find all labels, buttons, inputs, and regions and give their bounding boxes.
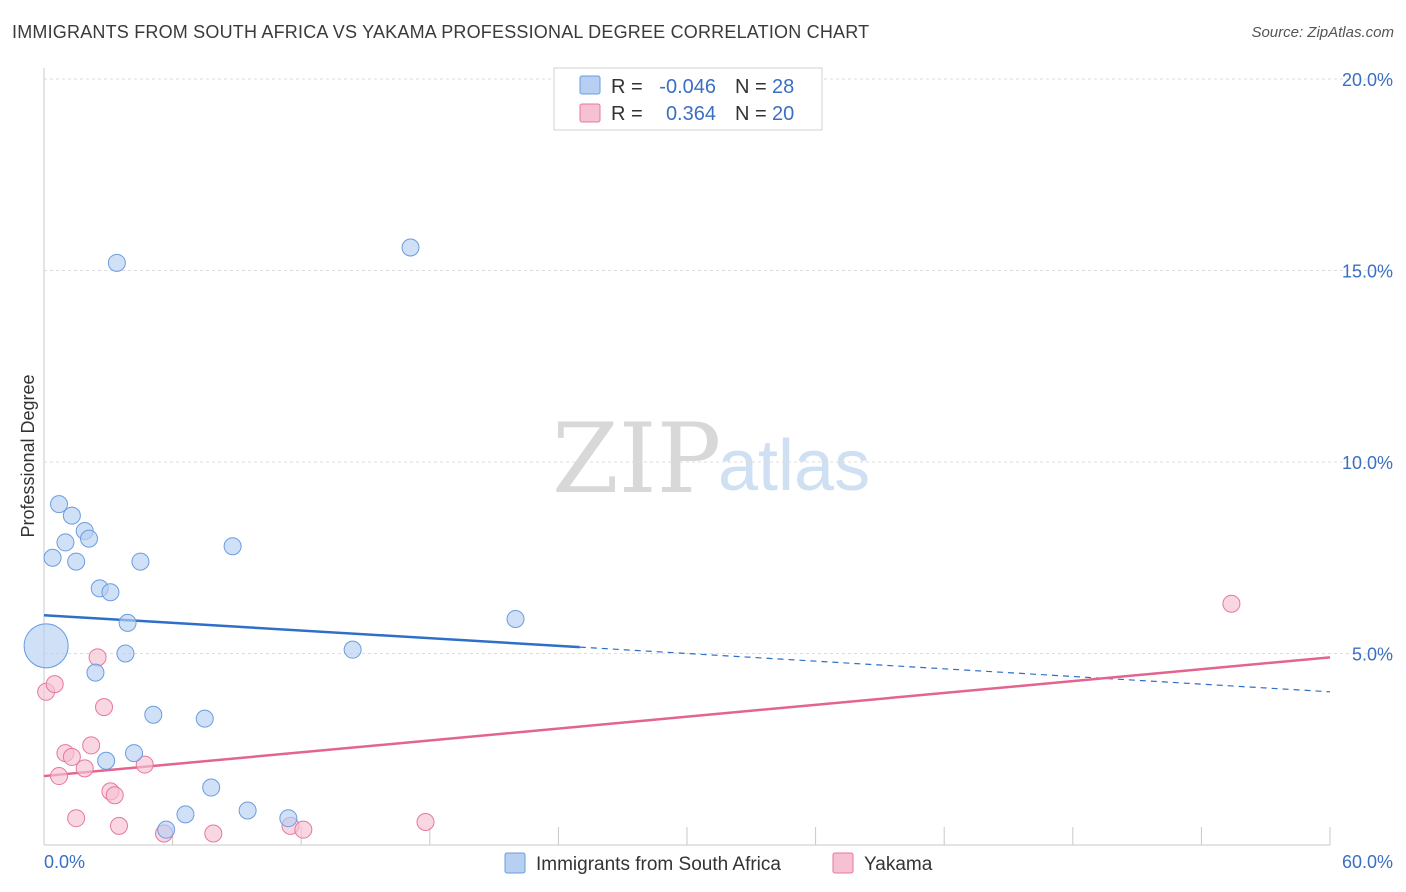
y-tick-labels: 5.0% 10.0% 15.0% 20.0% — [1342, 70, 1393, 665]
data-point-series-1 — [506, 610, 525, 629]
legend-n-label-1: N = — [735, 76, 767, 98]
chart-title: IMMIGRANTS FROM SOUTH AFRICA VS YAKAMA P… — [12, 22, 870, 42]
data-point-series-2 — [67, 809, 86, 828]
data-point-series-1 — [97, 751, 116, 770]
legend-n-value-2: 20 — [772, 103, 794, 125]
series-legend: Immigrants from South Africa Yakama — [504, 852, 933, 875]
trend-line-series-1-extension — [579, 646, 1331, 693]
data-point-series-1 — [195, 709, 214, 728]
trend-line-series-2 — [43, 656, 1331, 778]
data-point-series-1 — [202, 778, 221, 797]
data-point-series-1 — [67, 552, 86, 571]
legend-swatch-series-2 — [579, 103, 601, 123]
series-legend-label-2: Yakama — [864, 854, 933, 875]
series-legend-swatch-1 — [504, 852, 526, 874]
data-point-series-2 — [110, 816, 129, 835]
data-point-series-1 — [118, 613, 137, 632]
data-point-series-1 — [176, 805, 195, 824]
watermark-atlas: atlas — [718, 426, 870, 506]
data-point-series-1 — [107, 253, 126, 272]
x-tick-label-end: 60.0% — [1342, 852, 1393, 872]
legend-n-value-1: 28 — [772, 76, 794, 98]
data-point-series-2 — [95, 698, 114, 717]
x-tick-label-start: 0.0% — [44, 852, 85, 872]
y-tick-label: 15.0% — [1342, 262, 1393, 282]
data-point-series-1 — [62, 506, 81, 525]
data-point-series-2 — [204, 824, 223, 843]
legend-n-label-2: N = — [735, 103, 767, 125]
data-point-series-1 — [80, 529, 99, 548]
data-point-series-1 — [223, 537, 242, 556]
y-tick-label: 10.0% — [1342, 453, 1393, 473]
watermark: ZIP atlas — [552, 403, 870, 515]
source-label: Source: ZipAtlas.com — [1251, 24, 1394, 41]
legend-r-label-1: R = — [611, 76, 643, 98]
data-point-series-1 — [50, 495, 69, 514]
scatter-points — [23, 238, 1241, 843]
y-tick-label: 20.0% — [1342, 70, 1393, 90]
data-point-series-2 — [135, 755, 154, 774]
data-point-series-2 — [62, 747, 81, 766]
legend-r-value-1: -0.046 — [659, 76, 716, 98]
y-axis-label: Professional Degree — [18, 374, 38, 537]
data-point-series-2 — [45, 675, 64, 694]
data-point-series-1 — [144, 705, 163, 724]
data-point-series-1 — [131, 552, 150, 571]
data-point-series-1 — [279, 809, 298, 828]
data-point-series-1 — [157, 820, 176, 839]
x-axis-ticks — [172, 827, 1331, 845]
series-legend-label-1: Immigrants from South Africa — [536, 854, 781, 875]
stats-legend: R = -0.046 N = 28 R = 0.364 N = 20 — [553, 67, 823, 131]
series-legend-swatch-2 — [832, 852, 854, 874]
data-point-series-2 — [1222, 594, 1241, 613]
legend-swatch-series-1 — [579, 75, 601, 95]
data-point-series-1 — [43, 548, 62, 567]
legend-r-label-2: R = — [611, 103, 643, 125]
data-point-series-2 — [82, 736, 101, 755]
data-point-series-1 — [86, 663, 105, 682]
data-point-series-2 — [416, 813, 435, 832]
data-point-series-1 — [116, 644, 135, 663]
data-point-series-1 — [238, 801, 257, 820]
data-point-series-1 — [101, 583, 120, 602]
data-point-series-2 — [50, 767, 69, 786]
data-point-series-1 — [23, 623, 69, 669]
legend-r-value-2: 0.364 — [666, 103, 716, 125]
trend-lines — [43, 613, 1331, 778]
data-point-series-2 — [294, 820, 313, 839]
y-tick-label: 5.0% — [1352, 645, 1393, 665]
data-point-series-2 — [105, 786, 124, 805]
data-point-series-1 — [125, 744, 144, 763]
data-point-series-1 — [343, 640, 362, 659]
data-point-series-1 — [56, 533, 75, 552]
grid — [44, 78, 1392, 654]
data-point-series-1 — [401, 238, 420, 257]
data-point-series-2 — [75, 759, 94, 778]
data-point-series-2 — [88, 648, 107, 667]
watermark-zip: ZIP — [552, 403, 721, 515]
